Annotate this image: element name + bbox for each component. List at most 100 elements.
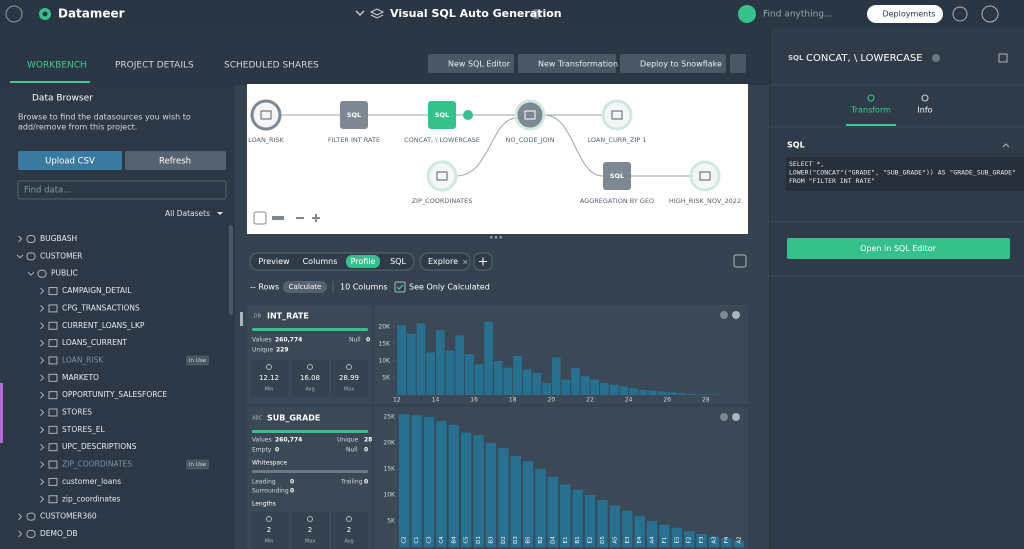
tree-item[interactable]: MARKETO <box>62 373 99 382</box>
tree-arrow <box>16 254 24 259</box>
search-placeholder[interactable]: Find data... <box>24 186 71 196</box>
toolbar-button[interactable] <box>428 54 514 73</box>
edit-icon <box>932 54 940 62</box>
open-editor-button[interactable] <box>787 238 1010 259</box>
histogram-bar <box>498 448 509 547</box>
tree-item[interactable]: OPPORTUNITY_SALESFORCE <box>62 390 167 399</box>
tree-icon <box>48 287 58 296</box>
refresh-button[interactable] <box>125 151 226 170</box>
panel-icon: SQL <box>788 54 804 62</box>
toolbar-button[interactable] <box>620 54 726 73</box>
view-tab[interactable]: Columns <box>303 257 338 266</box>
node[interactable] <box>340 101 368 129</box>
summary-box <box>292 512 329 549</box>
home-icon <box>5 5 23 23</box>
tree-item[interactable]: CUSTOMER <box>40 251 82 260</box>
tree-item[interactable]: DEMO_DB <box>40 529 78 538</box>
deployments-button[interactable] <box>867 5 943 23</box>
collapse-icon[interactable] <box>732 311 740 319</box>
tab[interactable]: PROJECT DETAILS <box>115 61 194 71</box>
tree-item[interactable]: PUBLIC <box>51 269 78 278</box>
tree-item[interactable]: zip_coordinates <box>62 494 121 503</box>
tree-item[interactable]: BUGBASH <box>40 234 77 243</box>
node[interactable] <box>428 101 456 129</box>
filter[interactable]: All Datasets <box>165 209 210 218</box>
tab[interactable]: SCHEDULED SHARES <box>224 61 319 71</box>
view-tab[interactable]: Preview <box>258 257 290 266</box>
toolbar-label[interactable]: New Transformation <box>538 60 618 69</box>
x-tick-label: A5 <box>612 536 618 544</box>
more-button[interactable] <box>730 54 746 73</box>
checkbox[interactable] <box>394 281 406 293</box>
view-tab[interactable]: SQL <box>390 257 406 266</box>
y-tick-label: 5K <box>387 517 396 524</box>
code-line: FROM "FILTER INT RATE" <box>789 177 875 185</box>
top-bar <box>0 0 1024 28</box>
stat-label: Trailing <box>340 479 363 486</box>
column-name: INT_RATE <box>267 312 309 321</box>
tree-arrow <box>27 271 35 276</box>
whitespace-bar <box>252 470 368 473</box>
explore-tab[interactable] <box>419 252 471 271</box>
histogram-bar <box>474 364 484 395</box>
node[interactable] <box>250 99 282 131</box>
toolbar-button[interactable] <box>518 54 616 73</box>
tree-item[interactable]: LOANS_CURRENT <box>62 338 127 347</box>
tree-item[interactable]: LOAN_RISK <box>62 355 104 364</box>
popout-icon[interactable] <box>998 53 1008 63</box>
panel-tab[interactable]: Info <box>917 106 932 115</box>
histogram-bar <box>399 414 410 547</box>
tree-arrow <box>18 530 23 538</box>
chevron <box>355 10 365 16</box>
tree-item[interactable]: STORES_EL <box>62 425 105 434</box>
node[interactable] <box>689 160 721 192</box>
tab-underline <box>846 124 896 126</box>
histogram-bar <box>684 531 695 547</box>
collapse-icon[interactable] <box>732 413 740 421</box>
summary-value: 16.08 <box>300 374 320 382</box>
stat-value: 0 <box>366 337 370 344</box>
tree-item[interactable]: UPC_DESCRIPTIONS <box>62 442 137 451</box>
tree-item[interactable]: ZIP_COORDINATES <box>62 460 132 469</box>
close-icon[interactable]: × <box>462 258 469 267</box>
search-placeholder[interactable]: Find anything... <box>763 10 833 20</box>
search-box[interactable] <box>17 180 227 200</box>
tree-item[interactable]: STORES <box>62 408 92 417</box>
refresh-icon[interactable] <box>720 311 728 319</box>
explore-label[interactable]: Explore <box>428 257 458 266</box>
calculate-button[interactable] <box>283 281 327 293</box>
node[interactable] <box>514 99 546 131</box>
x-tick-label: 12 <box>393 397 401 404</box>
node[interactable] <box>603 162 631 190</box>
tree-item[interactable]: CPG_TRANSACTIONS <box>62 303 140 312</box>
node-icon: SQL <box>435 111 449 119</box>
button-label[interactable]: Upload CSV <box>45 157 95 167</box>
button-label[interactable]: Calculate <box>289 283 322 291</box>
plus-icon <box>479 257 487 266</box>
stat-label: Unique <box>337 437 358 444</box>
stat-value: 0 <box>290 488 294 495</box>
button-label[interactable]: Open in SQL Editor <box>860 244 937 253</box>
refresh-icon[interactable] <box>720 413 728 421</box>
tab[interactable]: WORKBENCH <box>27 61 87 71</box>
node[interactable] <box>601 99 633 131</box>
histogram-bar <box>671 527 683 547</box>
right-panel <box>770 28 1024 549</box>
panel-tab[interactable]: Transform <box>850 106 891 115</box>
toolbar-label[interactable]: Deploy to Snowflake <box>640 60 722 69</box>
view-tab[interactable]: Profile <box>351 257 376 266</box>
button-label[interactable]: Refresh <box>159 157 191 167</box>
tree-item[interactable]: CUSTOMER360 <box>40 512 97 521</box>
upload-button[interactable] <box>18 151 122 170</box>
histogram-bar <box>397 325 407 395</box>
tree-item[interactable]: CURRENT_LOANS_LKP <box>62 321 145 330</box>
node[interactable] <box>426 160 458 192</box>
tree-item[interactable]: customer_loans <box>62 477 121 486</box>
node-icon <box>436 171 448 181</box>
deployments-label[interactable]: Deployments <box>882 10 935 19</box>
tree-item[interactable]: CAMPAIGN_DETAIL <box>62 286 132 295</box>
node-label: LOAN_CURR_ZIP 1 <box>587 136 646 144</box>
toolbar-label[interactable]: New SQL Editor <box>448 60 511 69</box>
summary-icon <box>346 364 352 370</box>
